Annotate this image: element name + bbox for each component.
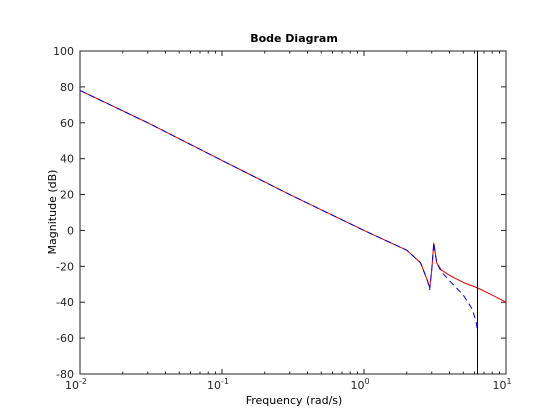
axes-box — [79, 50, 507, 375]
plot-area — [79, 50, 507, 375]
x-axis: 10-2 10-1 100 101 — [65, 51, 512, 392]
y-tick-label: 100 — [53, 45, 74, 58]
y-tick-label: 0 — [67, 224, 74, 237]
y-axis-label: Magnitude (dB) — [46, 170, 59, 255]
y-tick-label: -80 — [56, 368, 74, 381]
y-tick-label: -40 — [56, 296, 74, 309]
y-tick-label: -60 — [56, 332, 74, 345]
y-tick-label: 20 — [60, 189, 74, 202]
x-axis-label: Frequency (rad/s) — [246, 394, 343, 407]
series-line-dashed — [79, 90, 479, 333]
y-tick-label: -20 — [56, 260, 74, 273]
x-tick-label: 10-1 — [207, 377, 229, 392]
y-tick-label: 60 — [60, 117, 74, 130]
series-layer — [79, 90, 507, 333]
y-tick-label: 80 — [60, 81, 74, 94]
x-tick-label: 10-2 — [65, 377, 87, 392]
y-axis: -80 -60 -40 -20 0 20 40 60 80 100 — [53, 45, 506, 381]
chart-title: Bode Diagram — [250, 32, 338, 45]
x-tick-label: 100 — [350, 377, 369, 392]
y-tick-label: 40 — [60, 153, 74, 166]
x-tick-label: 101 — [492, 377, 511, 392]
